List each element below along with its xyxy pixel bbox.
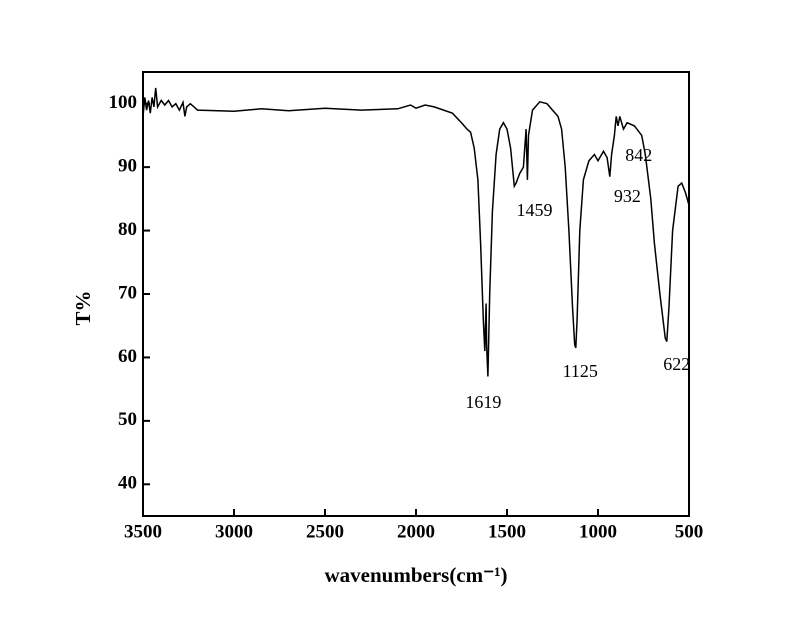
x-tick-label: 3000 [215, 521, 253, 542]
peak-annotation: 1125 [563, 361, 598, 381]
peak-annotation: 622 [663, 354, 690, 374]
x-tick-label: 500 [675, 521, 704, 542]
x-tick-label: 1500 [488, 521, 526, 542]
y-axis-label: T% [71, 290, 95, 325]
y-tick-label: 80 [118, 219, 137, 240]
spectrum-line [142, 87, 690, 377]
y-tick-label: 50 [118, 409, 137, 430]
y-tick-label: 90 [118, 156, 137, 177]
y-tick-label: 70 [118, 282, 137, 303]
peak-annotation: 1459 [516, 200, 552, 220]
y-tick-label: 100 [109, 92, 138, 113]
peak-annotation: 932 [614, 186, 641, 206]
x-tick-label: 1000 [579, 521, 617, 542]
x-tick-label: 2000 [397, 521, 435, 542]
peak-annotation: 1619 [465, 392, 501, 412]
peak-annotation: 842 [625, 145, 652, 165]
x-axis-label: wavenumbers(cm⁻¹) [324, 563, 507, 587]
y-tick-label: 60 [118, 346, 137, 367]
x-tick-label: 3500 [124, 521, 162, 542]
x-tick-label: 2500 [306, 521, 344, 542]
y-tick-label: 40 [118, 473, 137, 494]
plot-frame [142, 71, 690, 517]
